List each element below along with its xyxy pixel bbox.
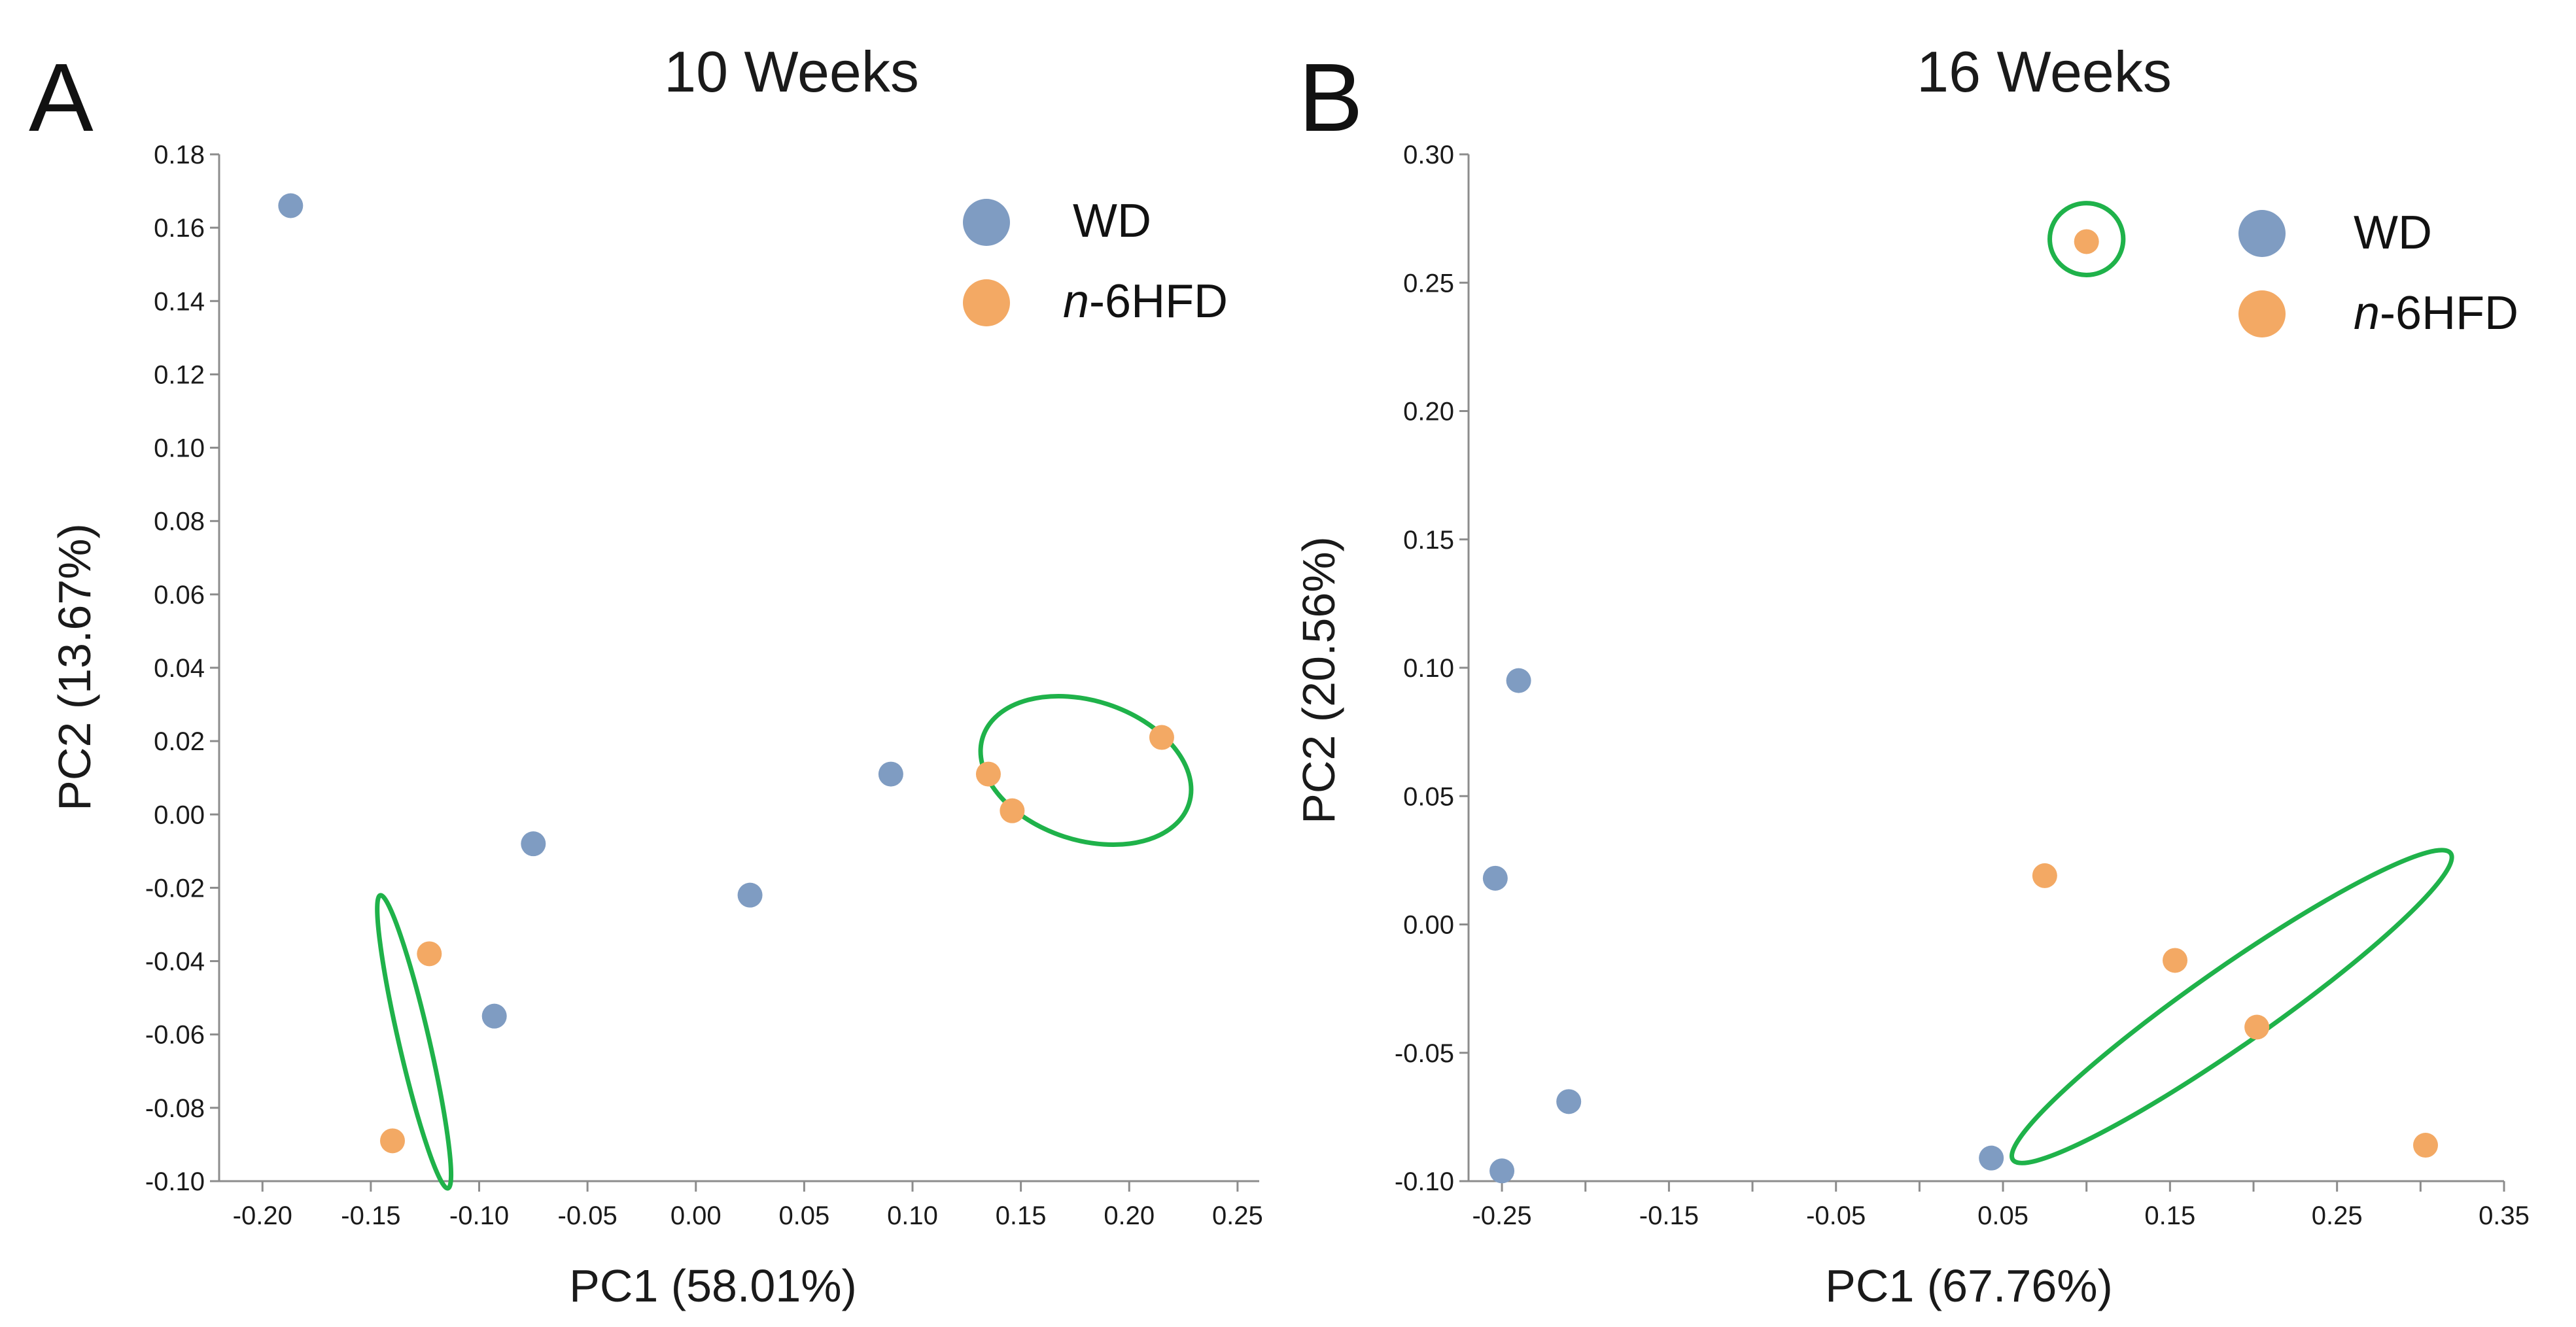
wd-point — [1482, 865, 1508, 891]
x-tick-label: 0.25 — [1212, 1201, 1263, 1230]
n6hfd-point — [975, 761, 1001, 787]
cluster-ellipse — [2047, 201, 2126, 277]
x-axis-title-b: PC1 (67.76%) — [1825, 1260, 2113, 1311]
y-ticks-a: -0.10 -0.08 -0.06 -0.04 -0.02 0.00 0.02 0.04 0.0… — [145, 141, 219, 1196]
x-tick-label: -0.25 — [1472, 1201, 1531, 1230]
x-tick-label: 0.15 — [996, 1201, 1047, 1230]
x-tick-label: 0.35 — [2479, 1201, 2530, 1230]
x-tick-label: 0.05 — [1977, 1201, 2028, 1230]
x-tick-label: -0.05 — [1806, 1201, 1866, 1230]
n6hfd-point — [2244, 1014, 2270, 1040]
panel-a: A 10 Weeks -0.10 -0.08 -0.06 -0.04 -0.02 0.00… — [29, 39, 1263, 1311]
chart-title-a: 10 Weeks — [664, 39, 919, 104]
y-tick-label: -0.04 — [145, 948, 205, 976]
points-a — [278, 193, 1174, 1154]
y-tick-label: -0.10 — [145, 1167, 205, 1196]
annotations-a — [375, 693, 1194, 1191]
n6hfd-point — [1149, 725, 1174, 750]
y-axis-title-a: PC2 (13.67%) — [49, 523, 100, 811]
legend-label-n6hfd-a-rest: -6HFD — [1089, 275, 1228, 328]
y-tick-label: 0.12 — [154, 360, 205, 389]
wd-point — [878, 761, 903, 787]
x-tick-label: -0.10 — [449, 1201, 509, 1230]
y-tick-label: -0.10 — [1395, 1167, 1454, 1196]
cluster-ellipse — [2009, 848, 2454, 1165]
legend-marker-wd-a — [963, 199, 1010, 246]
wd-point — [1506, 668, 1531, 693]
y-axis-title-b: PC2 (20.56%) — [1293, 536, 1344, 824]
x-tick-label: 0.10 — [887, 1201, 938, 1230]
y-tick-label: 0.00 — [1403, 911, 1454, 940]
legend-b: WD n-6HFD — [2238, 207, 2518, 339]
y-tick-label: -0.06 — [145, 1021, 205, 1050]
y-tick-label: 0.18 — [154, 141, 205, 169]
panel-letter-a: A — [29, 44, 94, 152]
y-tick-label: 0.10 — [1403, 654, 1454, 683]
cluster-ellipse — [978, 693, 1194, 848]
chart-title-b: 16 Weeks — [1917, 39, 2172, 104]
wd-point — [1489, 1158, 1515, 1184]
n6hfd-point — [417, 941, 442, 967]
y-tick-label: 0.15 — [1403, 526, 1454, 555]
x-tick-label: 0.15 — [2144, 1201, 2195, 1230]
wd-point — [521, 831, 546, 857]
legend-marker-n6hfd-b — [2238, 290, 2286, 337]
x-tick-label: 0.25 — [2312, 1201, 2363, 1230]
y-tick-label: 0.05 — [1403, 782, 1454, 811]
y-ticks-b: -0.10 -0.05 0.00 0.05 0.10 0.15 0.20 0.25 0.30 — [1395, 141, 1469, 1196]
legend-label-n6hfd-b: n-6HFD — [2354, 287, 2518, 339]
y-tick-label: -0.05 — [1395, 1039, 1454, 1068]
y-tick-label: 0.16 — [154, 214, 205, 243]
x-axis-title-a: PC1 (58.01%) — [569, 1260, 857, 1311]
n6hfd-point — [2412, 1133, 2438, 1158]
legend-label-n6hfd-b-italic: n — [2354, 287, 2380, 339]
y-tick-label: 0.06 — [154, 581, 205, 610]
x-tick-label: 0.00 — [670, 1201, 722, 1230]
y-tick-label: 0.10 — [154, 434, 205, 463]
wd-point — [1979, 1145, 2004, 1171]
legend-label-wd-a: WD — [1073, 195, 1151, 247]
wd-point — [737, 882, 763, 908]
panel-b: B 16 Weeks -0.10 -0.05 0.00 0.05 0.10 0.15 0.2… — [1293, 39, 2530, 1311]
y-tick-label: 0.30 — [1403, 141, 1454, 169]
legend-a: WD n-6HFD — [963, 195, 1228, 328]
x-tick-label: -0.15 — [1639, 1201, 1699, 1230]
y-tick-label: 0.20 — [1403, 398, 1454, 426]
legend-label-n6hfd-a-italic: n — [1063, 275, 1089, 328]
legend-label-n6hfd-b-rest: -6HFD — [2380, 287, 2518, 339]
y-tick-label: 0.00 — [154, 801, 205, 829]
n6hfd-point — [2163, 948, 2188, 973]
n6hfd-point — [2074, 229, 2099, 254]
annotations-b — [2009, 201, 2454, 1165]
legend-label-n6hfd-a: n-6HFD — [1063, 275, 1228, 328]
legend-marker-n6hfd-a — [963, 279, 1010, 326]
y-tick-label: 0.04 — [154, 654, 205, 683]
x-tick-label: -0.15 — [341, 1201, 400, 1230]
y-tick-label: 0.14 — [154, 287, 205, 316]
wd-point — [278, 193, 304, 218]
legend-marker-wd-b — [2238, 210, 2286, 257]
wd-point — [481, 1003, 507, 1029]
x-ticks-a: -0.20 -0.15 -0.10 -0.05 0.00 0.05 0.10 0.15 0.20… — [233, 1181, 1263, 1230]
x-tick-label: 0.05 — [778, 1201, 829, 1230]
panel-letter-b: B — [1298, 44, 1363, 152]
x-tick-label: 0.20 — [1104, 1201, 1155, 1230]
cluster-ellipse — [375, 893, 454, 1191]
points-b — [1482, 229, 2438, 1184]
x-tick-label: -0.20 — [233, 1201, 292, 1230]
y-tick-label: 0.02 — [154, 727, 205, 756]
y-tick-label: -0.02 — [145, 874, 205, 903]
n6hfd-point — [2032, 863, 2057, 888]
y-tick-label: 0.08 — [154, 508, 205, 536]
n6hfd-point — [380, 1128, 405, 1154]
x-tick-label: -0.05 — [558, 1201, 618, 1230]
wd-point — [1556, 1089, 1582, 1114]
y-tick-label: -0.08 — [145, 1094, 205, 1123]
x-ticks-b: -0.25 -0.15 -0.05 0.05 0.15 0.25 0.35 — [1472, 1181, 2530, 1230]
y-tick-label: 0.25 — [1403, 269, 1454, 298]
n6hfd-point — [1000, 798, 1025, 823]
legend-label-wd-b: WD — [2354, 207, 2432, 259]
